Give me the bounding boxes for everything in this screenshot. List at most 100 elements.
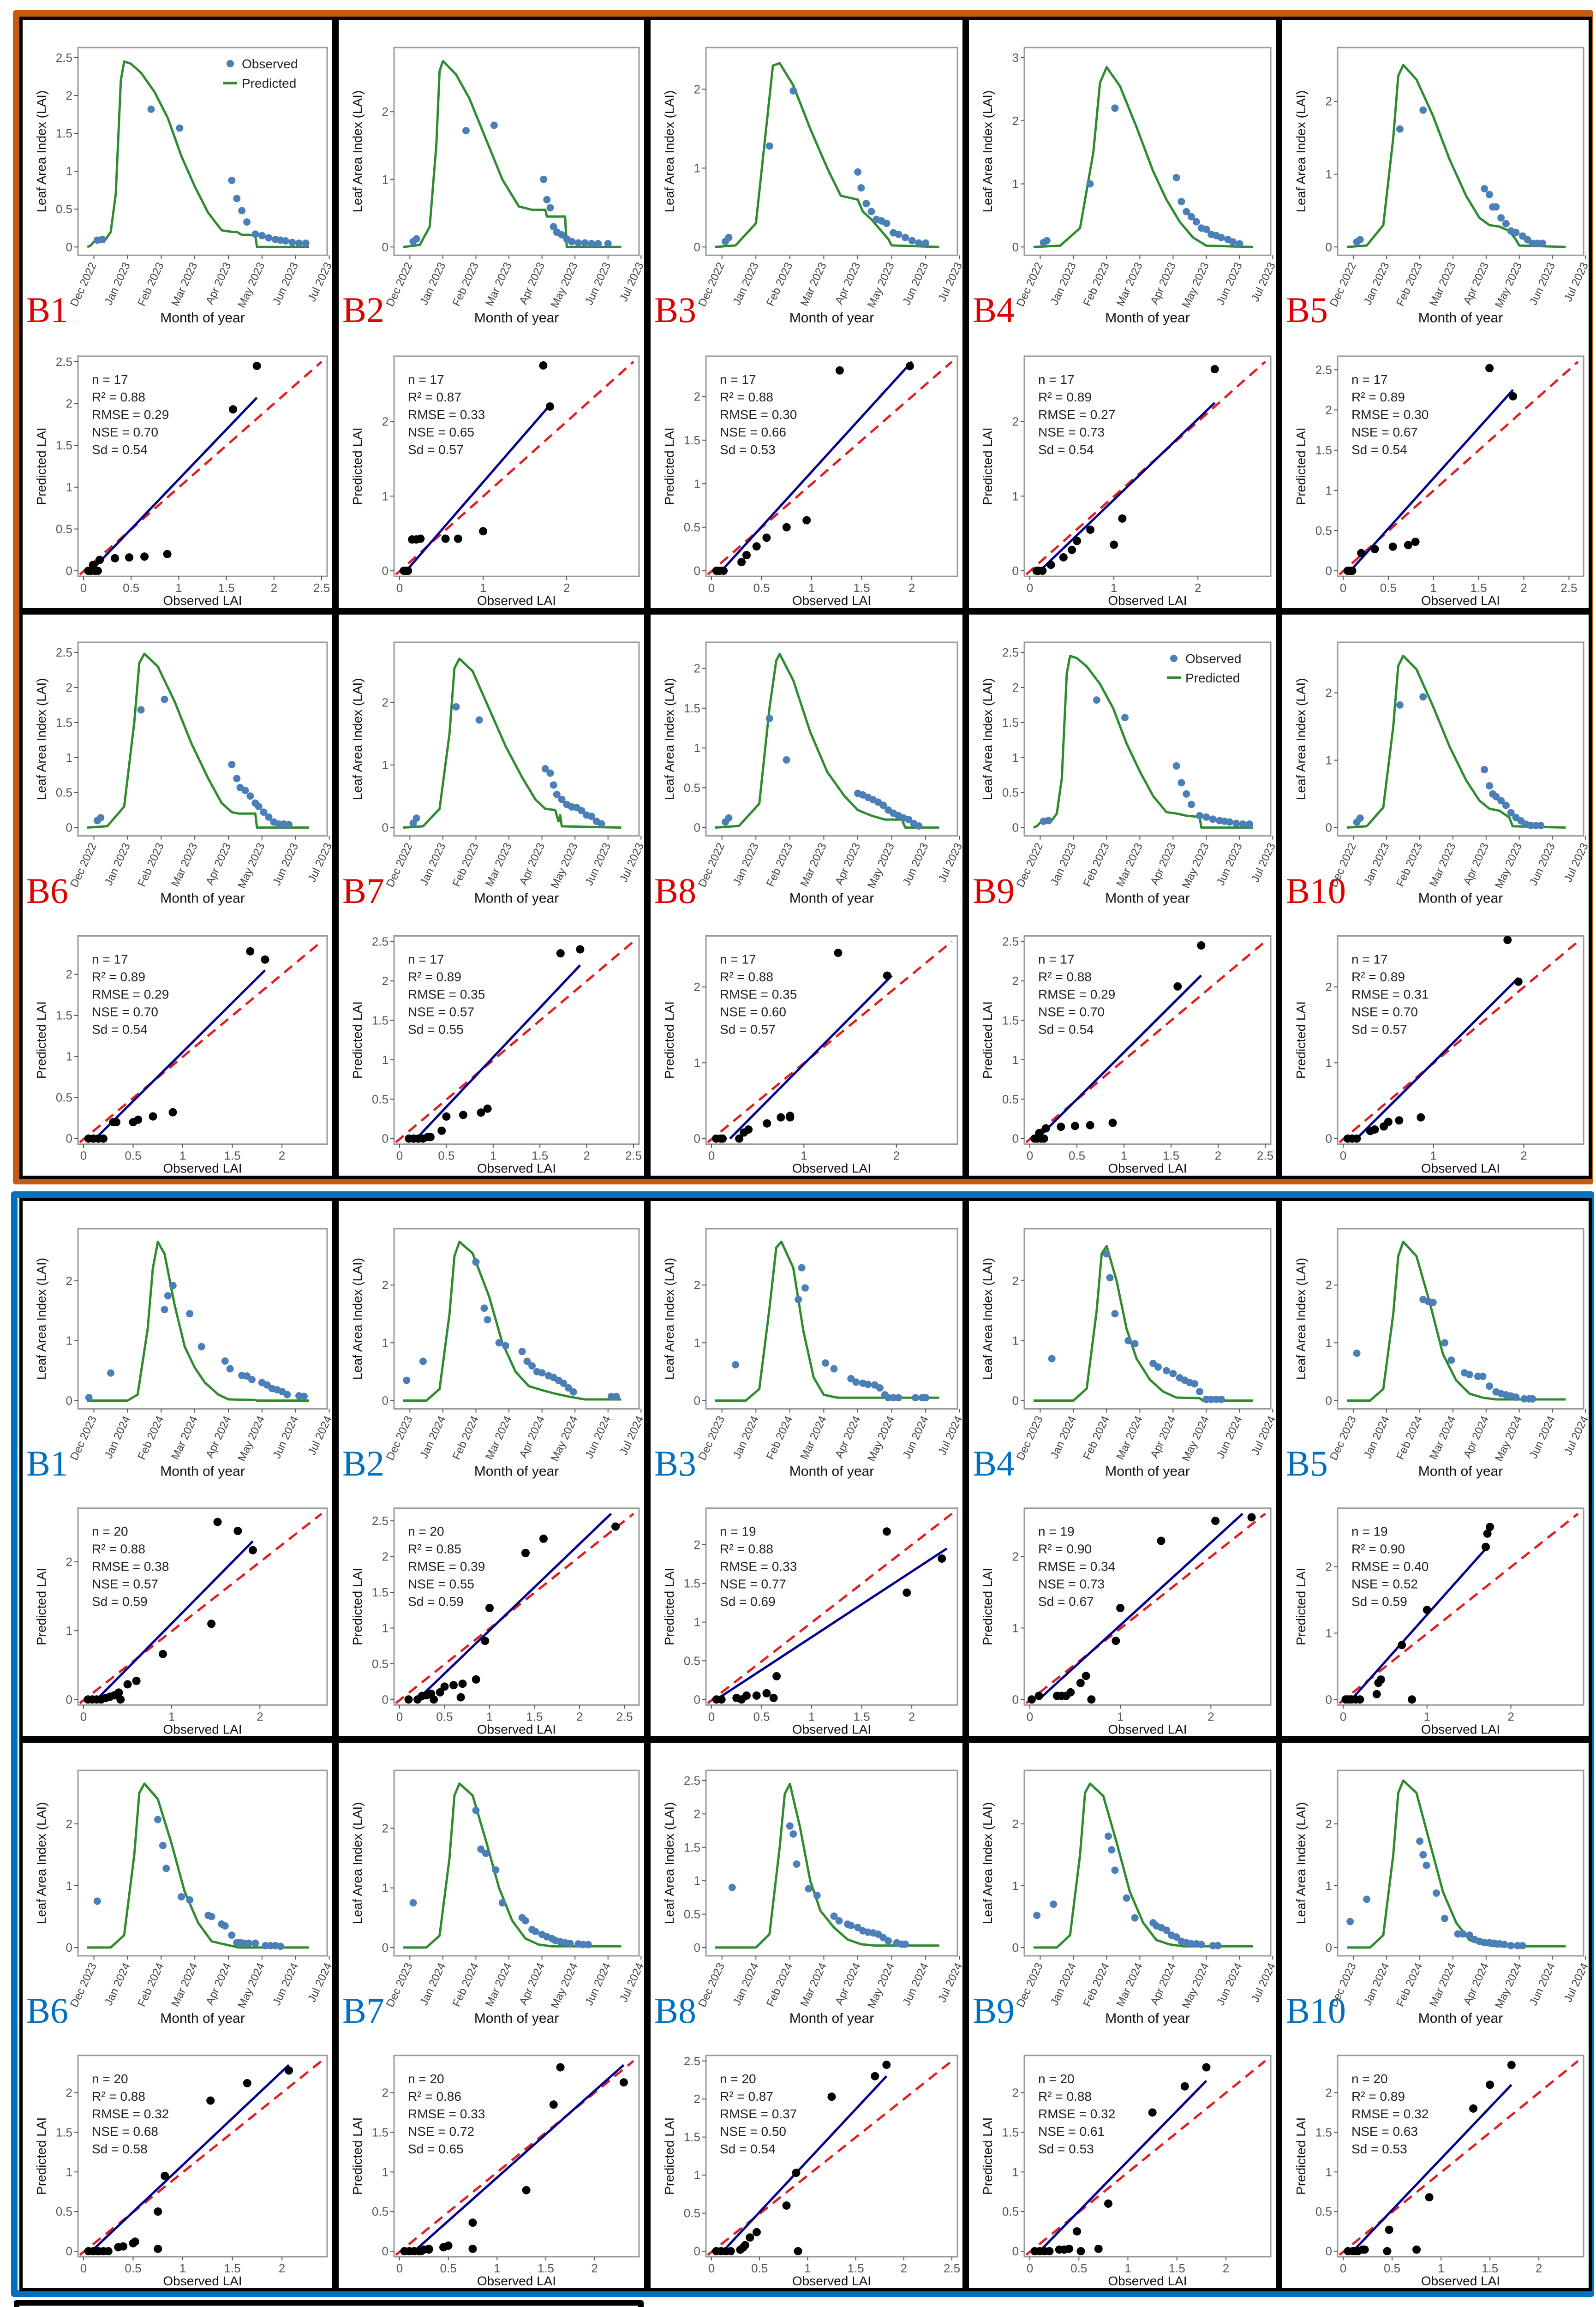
svg-text:R² = 0.86: R² = 0.86 (408, 2089, 461, 2104)
svg-text:Mar 2023: Mar 2023 (1114, 260, 1145, 308)
svg-text:May 2023: May 2023 (549, 260, 580, 310)
svg-text:Dec 2022: Dec 2022 (68, 841, 99, 890)
panel-2022-2023-b7: 0 1 2 Dec 2022 Jan 2023 Feb 2023 Mar 2023 Apr 2… (335, 611, 647, 1179)
lai-chart: 0 0.5 1 1.5 2 2.5 Dec 2022 Jan 2023 Feb 2023 Mar … (34, 641, 335, 1176)
svg-text:R² = 0.89: R² = 0.89 (1351, 2089, 1405, 2104)
block-label: B8 (654, 1990, 697, 2031)
svg-text:Jan 2024: Jan 2024 (1048, 1961, 1079, 2008)
svg-text:Jan 2023: Jan 2023 (418, 260, 448, 307)
svg-text:R² = 0.89: R² = 0.89 (408, 970, 461, 984)
svg-text:May 2024: May 2024 (865, 1414, 897, 1464)
svg-text:1: 1 (382, 2165, 389, 2179)
svg-text:Mar 2024: Mar 2024 (483, 1414, 514, 1462)
svg-text:Jul 2024: Jul 2024 (936, 1414, 965, 1458)
svg-text:Sd = 0.59: Sd = 0.59 (92, 1595, 148, 1609)
svg-text:Jan 2023: Jan 2023 (418, 841, 448, 888)
svg-text:0.5: 0.5 (372, 1657, 389, 1671)
svg-text:Month of year: Month of year (789, 2011, 874, 2026)
svg-text:0.5: 0.5 (684, 1654, 700, 1667)
svg-text:NSE = 0.66: NSE = 0.66 (720, 425, 786, 439)
svg-text:2.5: 2.5 (56, 355, 72, 369)
svg-text:May 2023: May 2023 (865, 841, 897, 891)
svg-text:1: 1 (808, 1709, 815, 1723)
svg-text:Mar 2023: Mar 2023 (798, 841, 829, 889)
svg-text:Sd = 0.57: Sd = 0.57 (1351, 1022, 1407, 1037)
svg-text:Dec 2023: Dec 2023 (1327, 1414, 1359, 1463)
svg-text:Mar 2024: Mar 2024 (483, 1961, 514, 2008)
svg-text:2: 2 (382, 695, 389, 709)
svg-text:1: 1 (66, 1050, 72, 1064)
svg-text:2: 2 (66, 2086, 72, 2100)
svg-text:Apr 2023: Apr 2023 (517, 841, 547, 887)
svg-text:RMSE = 0.33: RMSE = 0.33 (408, 407, 485, 422)
svg-text:0: 0 (382, 821, 389, 835)
svg-text:NSE = 0.73: NSE = 0.73 (1038, 425, 1105, 439)
svg-text:0.5: 0.5 (684, 2206, 700, 2220)
svg-text:Leaf Area Index (LAI): Leaf Area Index (LAI) (1294, 1258, 1308, 1380)
svg-text:Apr 2023: Apr 2023 (833, 260, 863, 306)
svg-text:2: 2 (1520, 581, 1527, 595)
svg-text:R² = 0.89: R² = 0.89 (1351, 390, 1405, 404)
svg-text:Sd = 0.65: Sd = 0.65 (408, 2142, 464, 2156)
svg-text:RMSE = 0.39: RMSE = 0.39 (408, 1560, 485, 1574)
svg-text:1: 1 (382, 489, 389, 503)
svg-text:Dec 2023: Dec 2023 (696, 1961, 727, 2009)
svg-text:Jun 2023: Jun 2023 (1214, 841, 1245, 888)
svg-text:Predicted LAI: Predicted LAI (350, 2117, 365, 2195)
block-label: B7 (342, 871, 385, 911)
svg-text:NSE = 0.70: NSE = 0.70 (1038, 1005, 1105, 1019)
svg-text:Mar 2023: Mar 2023 (483, 841, 514, 889)
svg-text:Apr 2024: Apr 2024 (1148, 1961, 1178, 2007)
svg-text:RMSE = 0.32: RMSE = 0.32 (92, 2107, 169, 2121)
svg-text:2.5: 2.5 (372, 1514, 389, 1528)
svg-text:1: 1 (1326, 1056, 1332, 1070)
svg-text:Leaf Area Index (LAI): Leaf Area Index (LAI) (980, 678, 995, 800)
svg-text:0: 0 (1340, 581, 1346, 595)
panel-2023-2024-b2: 0 1 2 Dec 2023 Jan 2024 Feb 2024 Mar 2024 Apr 2… (335, 1198, 647, 1739)
svg-text:Month of year: Month of year (789, 310, 874, 325)
svg-text:Mar 2023: Mar 2023 (798, 260, 829, 308)
svg-text:R² = 0.90: R² = 0.90 (1351, 1542, 1405, 1556)
svg-text:Feb 2024: Feb 2024 (1081, 1414, 1112, 1462)
svg-text:1.5: 1.5 (218, 581, 235, 595)
svg-text:Jul 2024: Jul 2024 (305, 1414, 335, 1458)
svg-text:R² = 0.89: R² = 0.89 (92, 970, 145, 984)
svg-text:0.5: 0.5 (56, 202, 72, 216)
svg-text:0: 0 (1326, 1941, 1332, 1954)
svg-text:Jul 2023: Jul 2023 (305, 841, 335, 885)
svg-text:Jun 2023: Jun 2023 (583, 841, 613, 888)
svg-text:2: 2 (1012, 681, 1019, 694)
svg-text:0: 0 (66, 1941, 72, 1954)
svg-text:Leaf Area Index (LAI): Leaf Area Index (LAI) (980, 1258, 995, 1380)
svg-text:RMSE = 0.37: RMSE = 0.37 (720, 2107, 797, 2121)
svg-text:Month of year: Month of year (474, 891, 559, 906)
svg-text:Feb 2024: Feb 2024 (764, 1961, 795, 2008)
svg-text:Mar 2023: Mar 2023 (1114, 841, 1145, 889)
svg-text:2: 2 (1326, 2086, 1332, 2100)
svg-text:2: 2 (694, 2092, 700, 2106)
svg-text:n = 17: n = 17 (720, 952, 756, 967)
svg-text:0.5: 0.5 (123, 581, 139, 595)
svg-text:2: 2 (1507, 1709, 1514, 1723)
svg-text:0: 0 (1027, 581, 1033, 595)
svg-text:Mar 2024: Mar 2024 (1427, 1961, 1458, 2008)
svg-text:n = 17: n = 17 (92, 372, 128, 387)
svg-text:0: 0 (382, 2244, 389, 2258)
svg-text:RMSE = 0.35: RMSE = 0.35 (720, 987, 797, 1002)
svg-text:3: 3 (1012, 51, 1019, 65)
svg-text:1: 1 (1012, 1053, 1019, 1067)
svg-text:0.5: 0.5 (56, 2205, 72, 2218)
svg-text:0: 0 (694, 1393, 700, 1407)
svg-text:Dec 2022: Dec 2022 (1014, 260, 1046, 309)
svg-text:1.5: 1.5 (372, 1585, 389, 1599)
svg-text:2: 2 (1012, 1817, 1019, 1831)
svg-text:n = 17: n = 17 (720, 372, 756, 387)
svg-text:2: 2 (1326, 980, 1332, 994)
svg-text:R² = 0.87: R² = 0.87 (408, 390, 461, 404)
svg-text:May 2023: May 2023 (235, 841, 267, 891)
svg-text:1: 1 (1326, 1626, 1332, 1640)
svg-text:Apr 2024: Apr 2024 (203, 1961, 234, 2007)
svg-text:1: 1 (808, 581, 815, 595)
svg-text:May 2024: May 2024 (235, 1414, 267, 1464)
svg-text:Feb 2023: Feb 2023 (135, 841, 166, 889)
